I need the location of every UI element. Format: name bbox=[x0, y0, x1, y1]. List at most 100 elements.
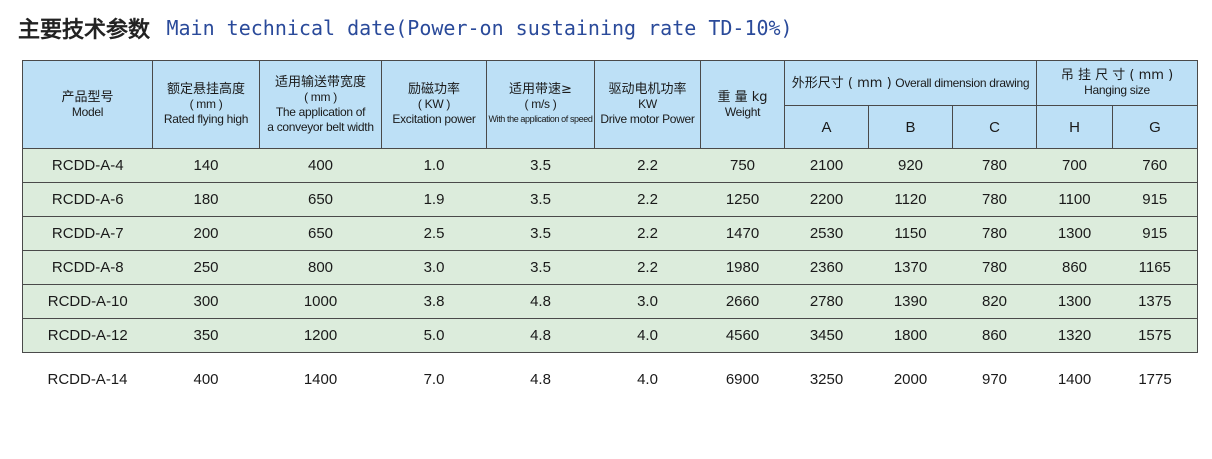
cell-width: 1400 bbox=[259, 352, 382, 405]
cell-power: 1.9 bbox=[381, 182, 487, 217]
cell-dim-a: 2200 bbox=[784, 182, 869, 217]
cell-height: 200 bbox=[152, 216, 260, 251]
header-belt-speed: 适用带速≥ ( m/s ) With the application of sp… bbox=[486, 60, 595, 149]
table-row: RCDD-A-4 140 400 1.0 3.5 2.2 750 2100 92… bbox=[22, 148, 1199, 183]
cell-dim-a: 2780 bbox=[784, 284, 869, 319]
cell-height: 350 bbox=[152, 318, 260, 353]
header-model: 产品型号 Model bbox=[22, 60, 153, 149]
cell-dim-c: 820 bbox=[952, 284, 1037, 319]
cell-dim-c: 780 bbox=[952, 182, 1037, 217]
cell-height: 140 bbox=[152, 148, 260, 183]
cell-dim-b: 1800 bbox=[868, 318, 953, 353]
cell-height: 300 bbox=[152, 284, 260, 319]
header-rated-height: 额定悬挂高度 ( mm ) Rated flying high bbox=[152, 60, 260, 149]
cell-model: RCDD-A-4 bbox=[22, 148, 153, 183]
cell-model: RCDD-A-8 bbox=[22, 250, 153, 285]
cell-hang-h: 1300 bbox=[1036, 216, 1113, 251]
cell-motor: 4.0 bbox=[594, 318, 701, 353]
table-row: RCDD-A-12 350 1200 5.0 4.8 4.0 4560 3450… bbox=[22, 318, 1199, 353]
cell-hang-h: 1400 bbox=[1036, 352, 1113, 405]
cell-hang-g: 915 bbox=[1112, 182, 1199, 217]
cell-dim-b: 1120 bbox=[868, 182, 953, 217]
cell-dim-c: 970 bbox=[952, 352, 1037, 405]
cell-motor: 2.2 bbox=[594, 216, 701, 251]
cell-power: 5.0 bbox=[381, 318, 487, 353]
cell-width: 1000 bbox=[259, 284, 382, 319]
cell-width: 800 bbox=[259, 250, 382, 285]
table-row: RCDD-A-6 180 650 1.9 3.5 2.2 1250 2200 1… bbox=[22, 182, 1199, 217]
header-hanging-g: G bbox=[1111, 105, 1199, 149]
cell-power: 1.0 bbox=[381, 148, 487, 183]
cell-dim-c: 780 bbox=[952, 250, 1037, 285]
cell-hang-g: 1375 bbox=[1112, 284, 1199, 319]
page-title: 主要技术参数 Main technical date(Power-on sust… bbox=[18, 12, 793, 44]
cell-height: 400 bbox=[152, 352, 260, 405]
header-overall-dimension: 外形尺寸 ( mm ) Overall dimension drawing bbox=[784, 60, 1037, 106]
cell-motor: 4.0 bbox=[594, 352, 701, 405]
cell-weight: 750 bbox=[700, 148, 785, 183]
header-dimension-b: B bbox=[868, 105, 953, 149]
table-header: 产品型号 Model 额定悬挂高度 ( mm ) Rated flying hi… bbox=[22, 60, 1199, 149]
cell-hang-h: 1300 bbox=[1036, 284, 1113, 319]
cell-model: RCDD-A-12 bbox=[22, 318, 153, 353]
cell-dim-a: 2360 bbox=[784, 250, 869, 285]
cell-weight: 1250 bbox=[700, 182, 785, 217]
cell-height: 180 bbox=[152, 182, 260, 217]
cell-weight: 6900 bbox=[700, 352, 785, 405]
cell-power: 3.0 bbox=[381, 250, 487, 285]
header-dimension-a: A bbox=[784, 105, 869, 149]
cell-power: 7.0 bbox=[381, 352, 487, 405]
cell-speed: 3.5 bbox=[486, 250, 595, 285]
cell-speed: 4.8 bbox=[486, 318, 595, 353]
cell-weight: 2660 bbox=[700, 284, 785, 319]
cell-speed: 3.5 bbox=[486, 148, 595, 183]
header-motor-power: 驱动电机功率 KW Drive motor Power bbox=[594, 60, 701, 149]
cell-width: 400 bbox=[259, 148, 382, 183]
cell-weight: 1980 bbox=[700, 250, 785, 285]
cell-model: RCDD-A-10 bbox=[22, 284, 153, 319]
table-row: RCDD-A-7 200 650 2.5 3.5 2.2 1470 2530 1… bbox=[22, 216, 1199, 251]
table-row: RCDD-A-14 400 1400 7.0 4.8 4.0 6900 3250… bbox=[22, 352, 1198, 405]
cell-hang-h: 860 bbox=[1036, 250, 1113, 285]
cell-power: 2.5 bbox=[381, 216, 487, 251]
table-row: RCDD-A-8 250 800 3.0 3.5 2.2 1980 2360 1… bbox=[22, 250, 1199, 285]
header-hanging-size: 吊 挂 尺 寸 ( mm ) Hanging size bbox=[1035, 60, 1199, 106]
cell-dim-b: 2000 bbox=[868, 352, 953, 405]
cell-hang-g: 1775 bbox=[1112, 352, 1198, 405]
cell-width: 1200 bbox=[259, 318, 382, 353]
cell-width: 650 bbox=[259, 216, 382, 251]
cell-motor: 2.2 bbox=[594, 182, 701, 217]
cell-motor: 2.2 bbox=[594, 250, 701, 285]
cell-speed: 3.5 bbox=[486, 182, 595, 217]
header-belt-width: 适用输送带宽度 ( mm ) The application of a conv… bbox=[259, 60, 382, 149]
cell-model: RCDD-A-14 bbox=[22, 352, 153, 405]
header-dimension-c: C bbox=[952, 105, 1037, 149]
table-row: RCDD-A-10 300 1000 3.8 4.8 3.0 2660 2780… bbox=[22, 284, 1199, 319]
header-weight: 重 量 kg Weight bbox=[700, 60, 785, 149]
title-english: Main technical date(Power-on sustaining … bbox=[166, 16, 793, 40]
cell-dim-c: 860 bbox=[952, 318, 1037, 353]
cell-height: 250 bbox=[152, 250, 260, 285]
technical-parameters-table: 产品型号 Model 额定悬挂高度 ( mm ) Rated flying hi… bbox=[22, 60, 1199, 405]
cell-dim-b: 1370 bbox=[868, 250, 953, 285]
cell-hang-g: 1575 bbox=[1112, 318, 1199, 353]
cell-weight: 4560 bbox=[700, 318, 785, 353]
cell-model: RCDD-A-7 bbox=[22, 216, 153, 251]
cell-motor: 3.0 bbox=[594, 284, 701, 319]
cell-dim-b: 1390 bbox=[868, 284, 953, 319]
cell-hang-g: 915 bbox=[1112, 216, 1199, 251]
cell-speed: 3.5 bbox=[486, 216, 595, 251]
header-hanging-h: H bbox=[1036, 105, 1113, 149]
cell-hang-h: 1100 bbox=[1036, 182, 1113, 217]
cell-dim-c: 780 bbox=[952, 148, 1037, 183]
cell-hang-h: 700 bbox=[1036, 148, 1113, 183]
cell-dim-c: 780 bbox=[952, 216, 1037, 251]
cell-motor: 2.2 bbox=[594, 148, 701, 183]
cell-dim-a: 3450 bbox=[784, 318, 869, 353]
cell-dim-a: 2100 bbox=[784, 148, 869, 183]
cell-dim-b: 920 bbox=[868, 148, 953, 183]
cell-weight: 1470 bbox=[700, 216, 785, 251]
cell-speed: 4.8 bbox=[486, 284, 595, 319]
cell-width: 650 bbox=[259, 182, 382, 217]
cell-dim-b: 1150 bbox=[868, 216, 953, 251]
